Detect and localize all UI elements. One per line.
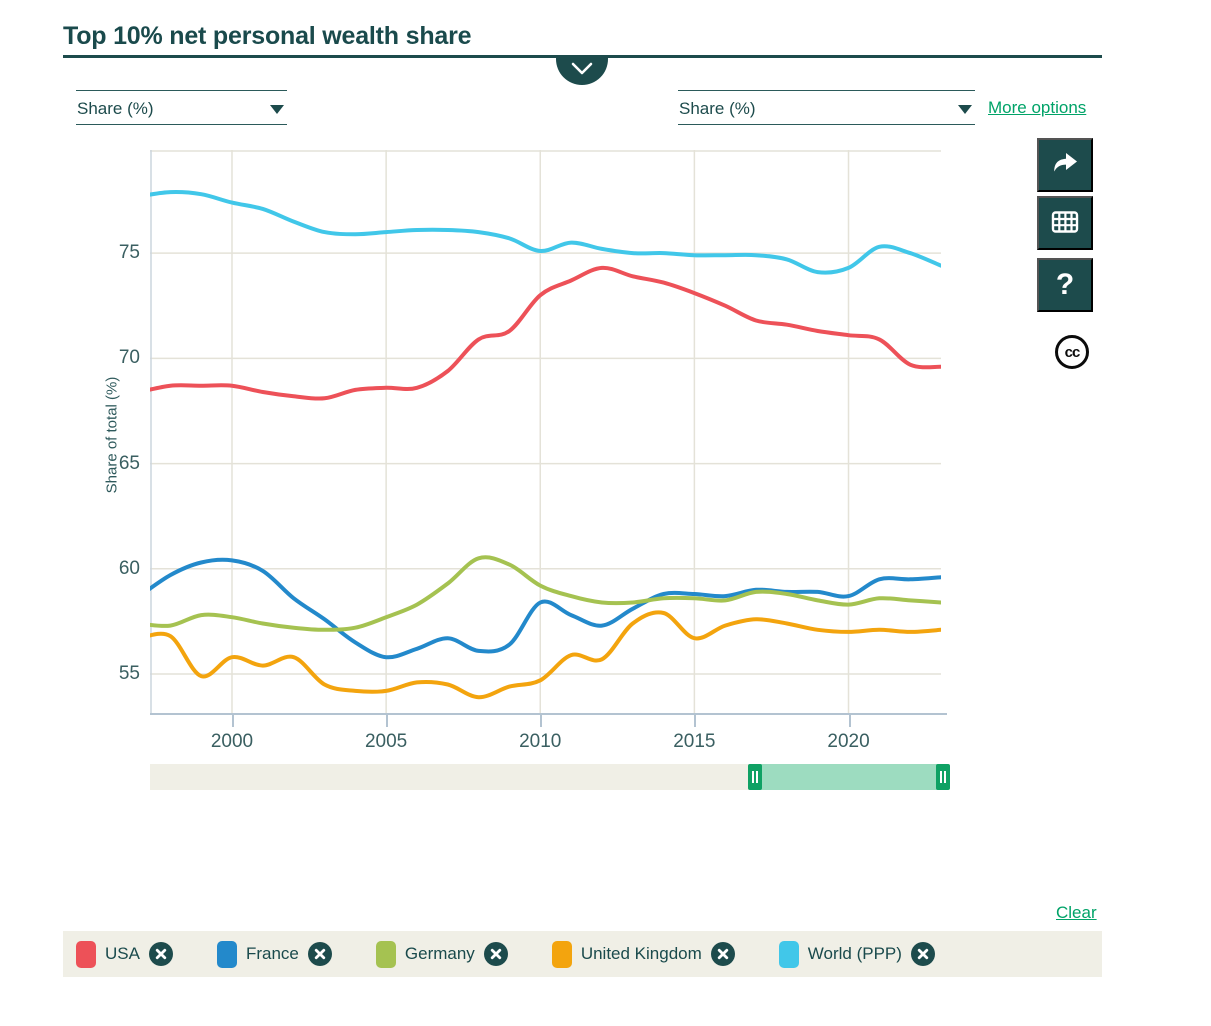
- x-axis-tick: [231, 714, 234, 727]
- help-button[interactable]: ?: [1037, 258, 1093, 312]
- close-icon: [155, 948, 167, 960]
- legend-label: France: [245, 944, 299, 963]
- remove-world-ppp-button[interactable]: [910, 942, 935, 966]
- remove-france-button[interactable]: [307, 942, 332, 966]
- collapse-panel-button[interactable]: [556, 58, 608, 85]
- germany-color-swatch: [375, 940, 396, 968]
- series-line-united-kingdom[interactable]: [150, 610, 941, 700]
- legend-bar: USA France Germany United Kingdom World …: [63, 931, 1102, 977]
- page-title: Top 10% net personal wealth share: [63, 22, 472, 50]
- series-line-germany[interactable]: [150, 555, 941, 632]
- time-range-slider[interactable]: [150, 764, 950, 790]
- title-divider: [63, 55, 1102, 58]
- legend-item-germany: Germany: [375, 940, 508, 968]
- x-tick-label: 2015: [673, 731, 716, 752]
- remove-united-kingdom-button[interactable]: [710, 942, 735, 966]
- x-tick-label: 2010: [519, 731, 562, 752]
- time-range-selected-region[interactable]: [751, 764, 947, 790]
- y-tick-label: 65: [118, 452, 140, 474]
- clear-series-link[interactable]: Clear: [1056, 903, 1097, 922]
- data-table-button[interactable]: [1037, 196, 1093, 250]
- usa-color-swatch: [76, 940, 96, 968]
- legend-label: Germany: [404, 944, 475, 963]
- series-line-france[interactable]: [150, 557, 941, 660]
- legend-item-usa: USA: [76, 940, 173, 968]
- left-axis-unit-value: Share (%): [77, 99, 154, 118]
- close-icon: [917, 948, 929, 960]
- triangle-down-icon: [270, 105, 284, 114]
- pause-bars-icon: [751, 771, 754, 783]
- legend-label: World (PPP): [807, 944, 902, 963]
- series-line-usa[interactable]: [150, 265, 941, 401]
- right-axis-unit-value: Share (%): [679, 99, 756, 118]
- x-axis-tick: [694, 714, 697, 727]
- legend-item-world-ppp: World (PPP): [778, 940, 935, 968]
- x-axis-tick: [848, 714, 851, 727]
- x-tick-label: 2000: [210, 731, 254, 752]
- remove-usa-button[interactable]: [148, 942, 173, 966]
- left-axis-unit-select[interactable]: Share (%): [76, 90, 287, 125]
- y-tick-label: 75: [118, 242, 140, 264]
- more-options-link[interactable]: More options: [988, 98, 1087, 117]
- triangle-down-icon: [958, 105, 972, 114]
- x-axis-line: [150, 713, 947, 715]
- pause-bars-icon: [940, 771, 942, 783]
- table-grid-icon: [1050, 209, 1080, 238]
- x-tick-label: 2020: [827, 731, 870, 752]
- close-icon: [717, 948, 728, 960]
- share-arrow-icon: [1050, 150, 1080, 181]
- series-line-world-ppp-[interactable]: [150, 190, 941, 275]
- share-button[interactable]: [1037, 138, 1093, 192]
- right-axis-unit-select[interactable]: Share (%): [678, 90, 975, 125]
- y-tick-label: 60: [118, 557, 140, 579]
- x-tick-label: 2005: [364, 731, 408, 752]
- y-axis-title: Share of total (%): [103, 376, 121, 494]
- world-ppp-color-swatch: [778, 940, 799, 968]
- x-axis-tick: [386, 714, 389, 727]
- close-icon: [490, 948, 502, 960]
- question-mark-icon: ?: [1055, 268, 1075, 301]
- line-chart-plot-area: [150, 150, 941, 714]
- france-color-swatch: [216, 940, 237, 968]
- legend-label: United Kingdom: [580, 944, 702, 963]
- legend-item-united-kingdom: United Kingdom: [551, 940, 735, 968]
- slider-end-handle[interactable]: [936, 764, 950, 790]
- creative-commons-icon[interactable]: cc: [1055, 335, 1089, 369]
- remove-germany-button[interactable]: [483, 942, 508, 966]
- united-kingdom-color-swatch: [551, 940, 572, 968]
- y-tick-label: 70: [118, 347, 140, 369]
- x-axis-tick: [540, 714, 543, 727]
- y-tick-label: 55: [118, 663, 140, 684]
- legend-label: USA: [105, 944, 140, 963]
- slider-start-handle[interactable]: [747, 764, 762, 790]
- chevron-down-icon: [567, 58, 597, 82]
- close-icon: [314, 948, 326, 960]
- legend-item-france: France: [216, 940, 332, 968]
